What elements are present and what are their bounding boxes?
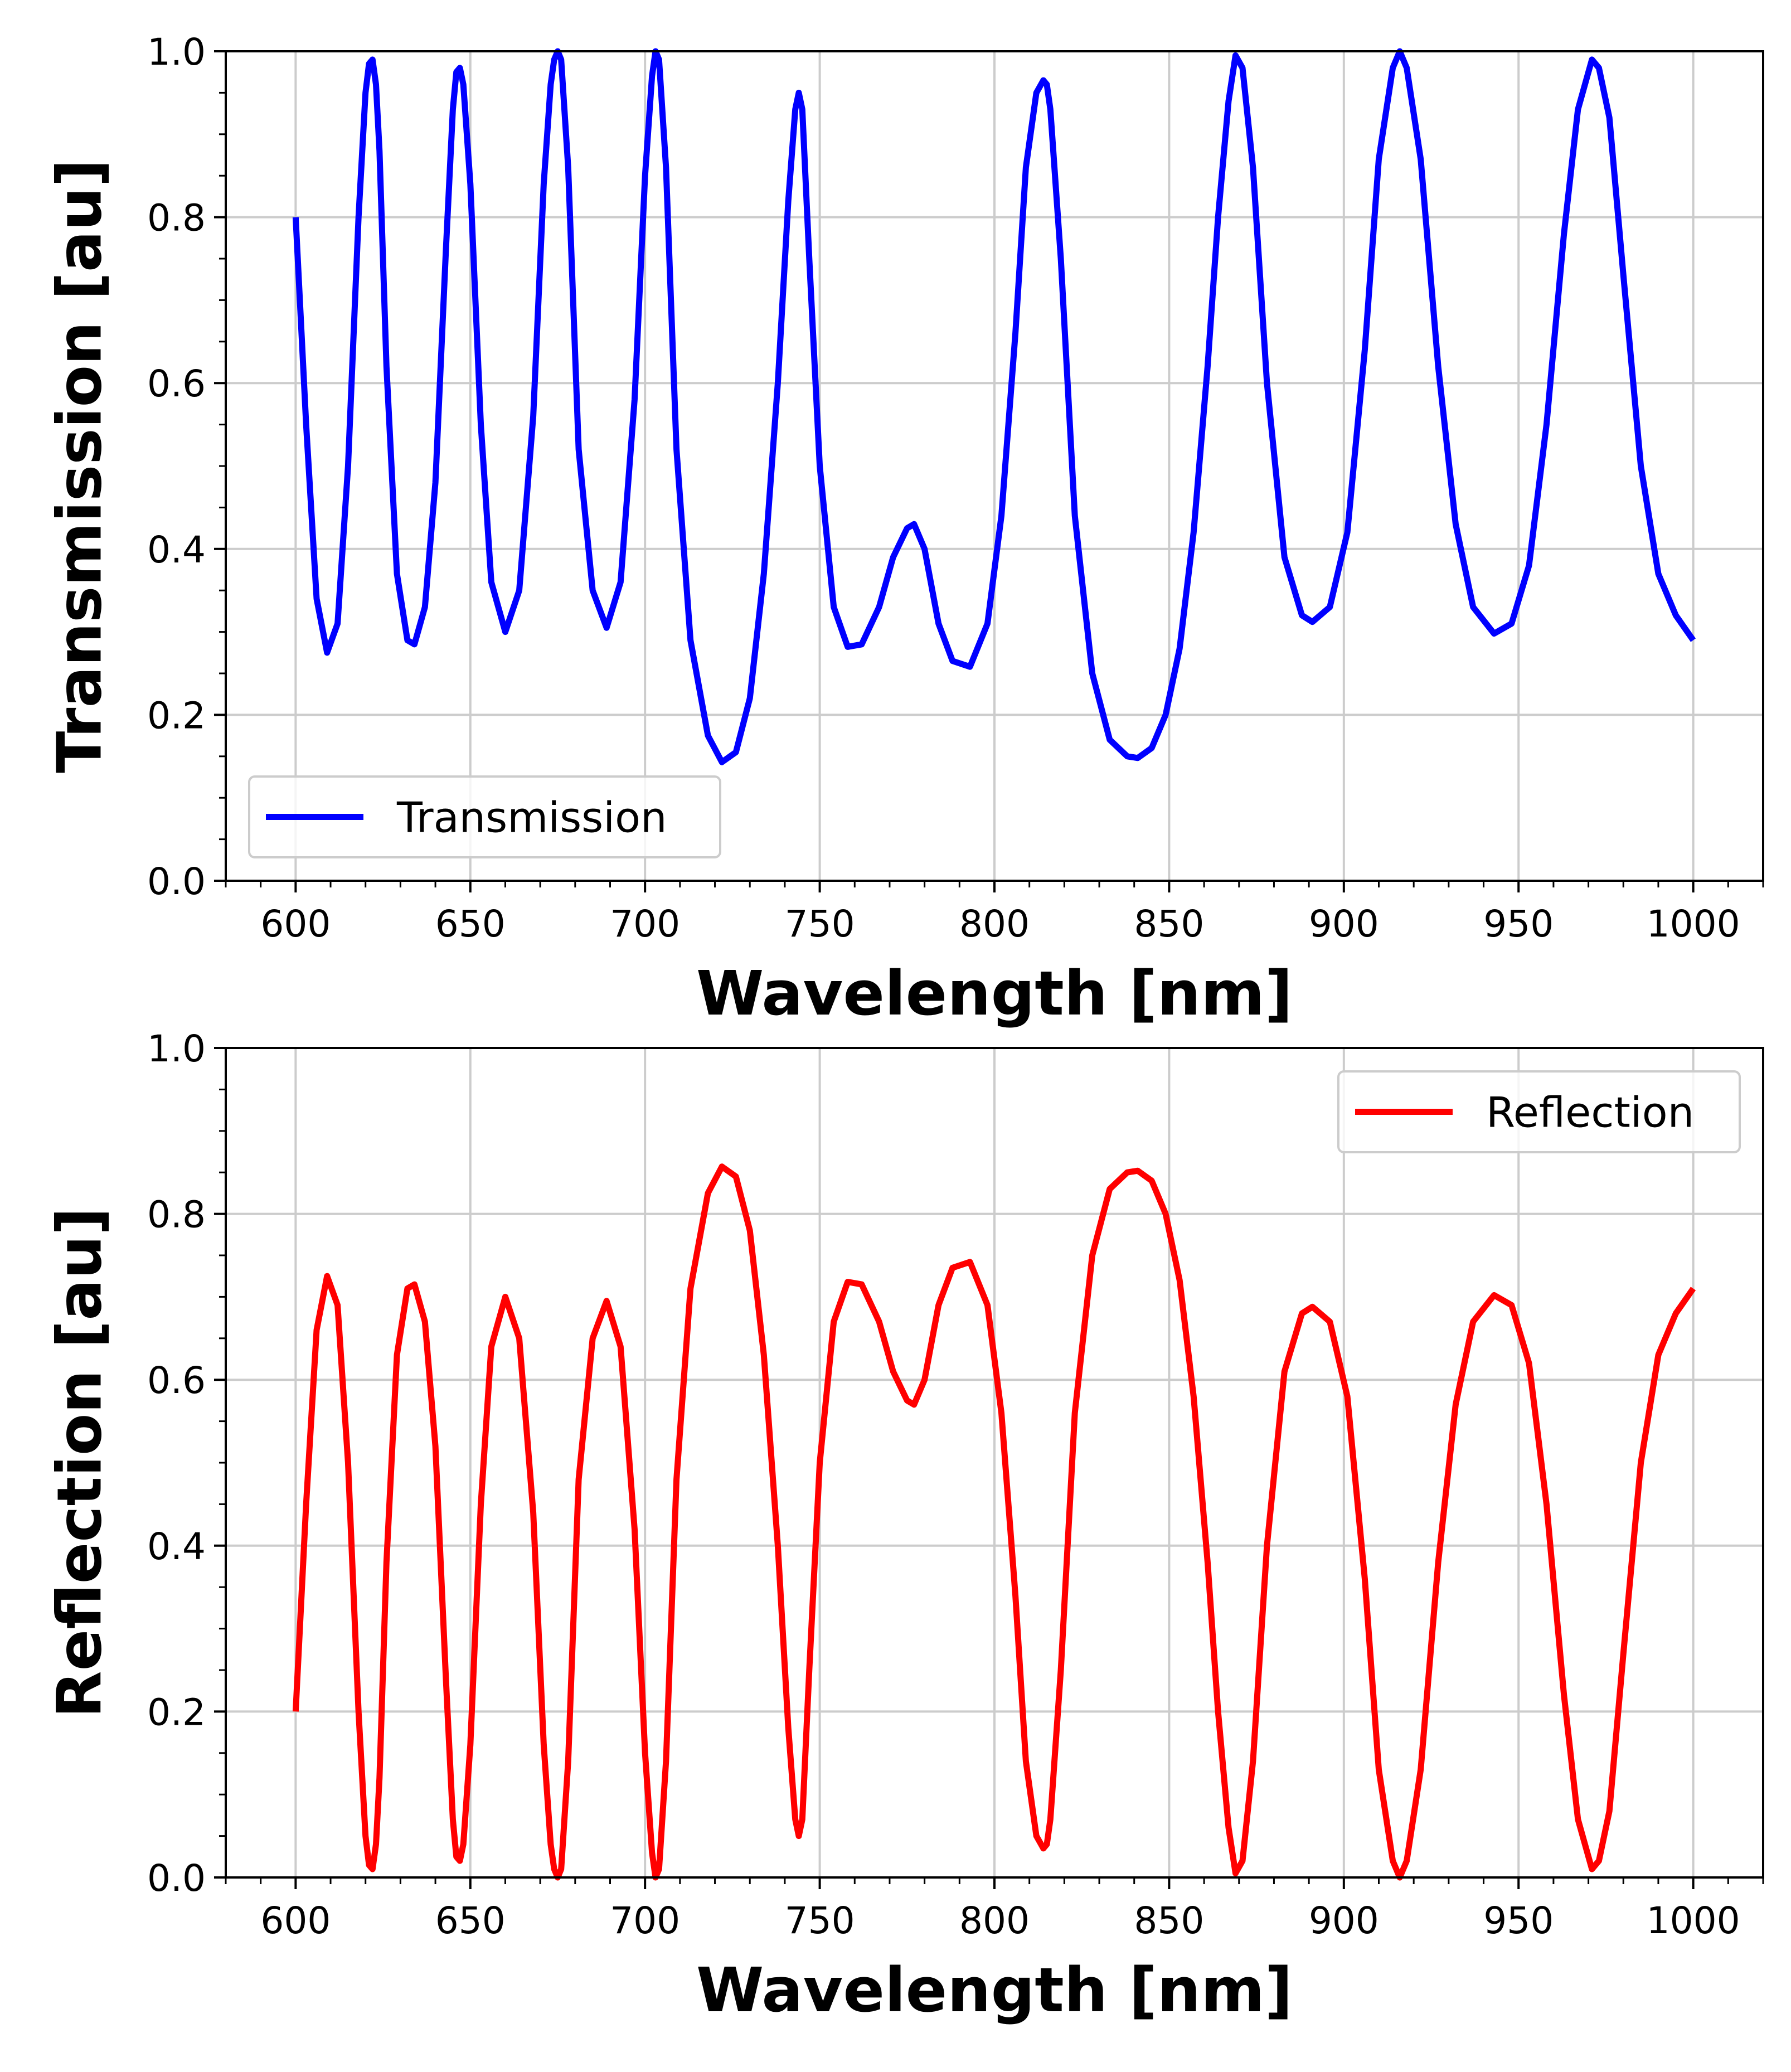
reflection-x-tick-label: 800 xyxy=(959,1899,1030,1942)
transmission-y-tick-label: 0.6 xyxy=(147,362,206,405)
transmission-legend-label: Transmission xyxy=(396,793,667,842)
reflection-x-tick-label: 600 xyxy=(260,1899,331,1942)
reflection-legend: Reflection xyxy=(1337,1070,1741,1153)
reflection-x-tick-label: 950 xyxy=(1483,1899,1554,1942)
transmission-x-tick-label: 700 xyxy=(610,902,680,945)
transmission-x-tick-label: 600 xyxy=(260,902,331,945)
reflection-y-tick-label: 0.2 xyxy=(147,1691,206,1734)
transmission-x-tick-label: 650 xyxy=(435,902,506,945)
reflection-y-tick-label: 1.0 xyxy=(147,1027,206,1070)
transmission-y-tick-label: 1.0 xyxy=(147,31,206,74)
reflection-y-axis-label: Reflection [au] xyxy=(43,1207,115,1718)
reflection-line xyxy=(292,1163,1696,1881)
transmission-y-tick-label: 0.2 xyxy=(147,694,206,737)
transmission-y-tick-label: 0.0 xyxy=(147,860,206,903)
transmission-x-tick-label: 950 xyxy=(1483,902,1554,945)
transmission-tick-labels: 600 650 700 750 800 850 900 950 1000 0.0 0.2 0.4 0.6… xyxy=(147,31,1740,945)
transmission-y-tick-label: 0.8 xyxy=(147,197,206,240)
reflection-legend-box xyxy=(1337,1070,1741,1153)
transmission-major-ticks xyxy=(214,50,1695,892)
reflection-legend-label: Reflection xyxy=(1486,1088,1694,1137)
transmission-line xyxy=(292,48,1696,765)
reflection-plot-frame xyxy=(225,1047,1764,1879)
reflection-panel: 600 650 700 750 800 850 900 950 1000 0.0 0.2 0.4 0.6… xyxy=(43,1027,1764,2026)
reflection-x-tick-label: 850 xyxy=(1134,1899,1204,1942)
transmission-x-axis-label: Wavelength [nm] xyxy=(696,958,1293,1029)
transmission-y-axis-label: Transmission [au] xyxy=(43,159,115,773)
transmission-x-tick-label: 900 xyxy=(1309,902,1379,945)
transmission-x-tick-label: 850 xyxy=(1134,902,1204,945)
reflection-series xyxy=(292,1163,1696,1881)
transmission-panel: 600 650 700 750 800 850 900 950 1000 0.0 0.2 0.4 0.6… xyxy=(43,31,1764,1029)
reflection-x-axis-label: Wavelength [nm] xyxy=(696,1954,1293,2026)
reflection-y-tick-label: 0.6 xyxy=(147,1359,206,1402)
transmission-x-tick-label: 800 xyxy=(959,902,1030,945)
reflection-x-tick-label: 900 xyxy=(1309,1899,1379,1942)
reflection-y-tick-label: 0.8 xyxy=(147,1193,206,1236)
transmission-x-tick-label: 750 xyxy=(785,902,855,945)
transmission-x-tick-label: 1000 xyxy=(1647,902,1740,945)
transmission-series xyxy=(292,48,1696,765)
reflection-x-tick-label: 750 xyxy=(785,1899,855,1942)
transmission-plot-frame xyxy=(225,50,1764,882)
reflection-tick-labels: 600 650 700 750 800 850 900 950 1000 0.0 0.2 0.4 0.6… xyxy=(147,1027,1740,1942)
transmission-legend-box xyxy=(248,775,721,858)
transmission-minor-ticks xyxy=(219,91,1764,887)
reflection-x-tick-label: 650 xyxy=(435,1899,506,1942)
reflection-x-tick-label: 1000 xyxy=(1647,1899,1740,1942)
transmission-legend: Transmission xyxy=(248,775,721,858)
reflection-y-tick-label: 0.4 xyxy=(147,1525,206,1568)
reflection-y-tick-label: 0.0 xyxy=(147,1857,206,1900)
reflection-x-tick-label: 700 xyxy=(610,1899,680,1942)
reflection-major-ticks xyxy=(214,1047,1695,1889)
transmission-y-tick-label: 0.4 xyxy=(147,528,206,571)
